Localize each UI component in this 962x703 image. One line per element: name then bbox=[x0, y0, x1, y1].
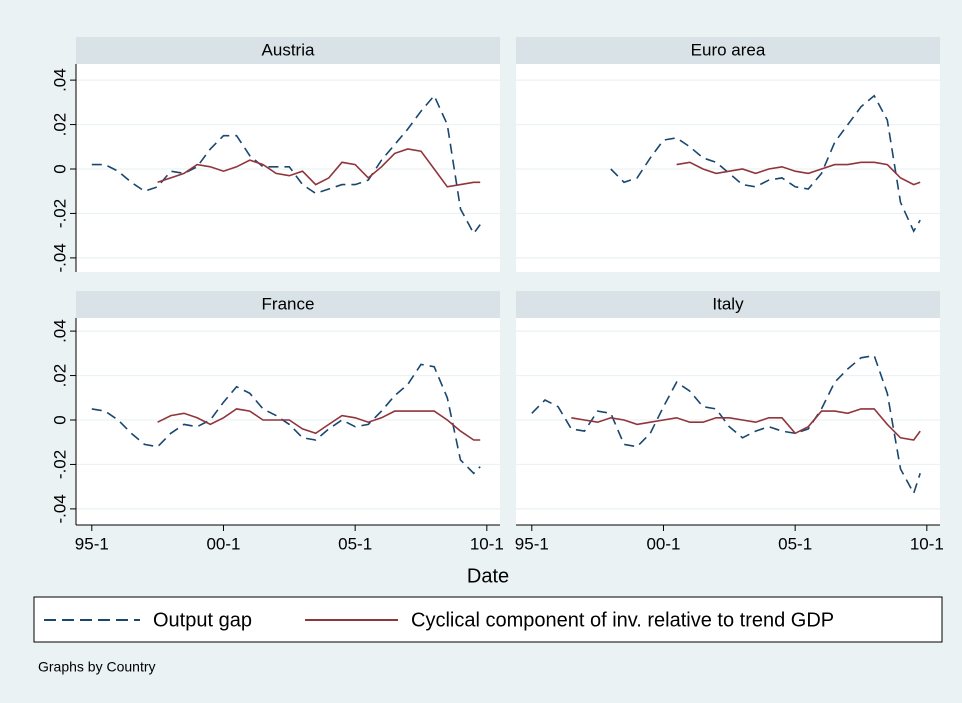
panel-title: Italy bbox=[712, 294, 744, 313]
y-tick-label: .02 bbox=[50, 364, 69, 388]
y-tick-label: -.02 bbox=[50, 199, 69, 228]
series-line bbox=[531, 354, 921, 496]
y-tick-label: -.02 bbox=[50, 450, 69, 479]
plot-area bbox=[516, 64, 940, 272]
y-tick-label: -.04 bbox=[50, 494, 69, 523]
series-line bbox=[157, 408, 481, 441]
series-line bbox=[157, 148, 481, 188]
x-tick-label: 05-1 bbox=[338, 534, 372, 553]
x-tick-label: 95-1 bbox=[515, 534, 549, 553]
x-tick-label: 00-1 bbox=[646, 534, 680, 553]
x-axis-label: Date bbox=[467, 565, 509, 587]
series-line bbox=[91, 94, 481, 235]
y-tick-label: 0 bbox=[50, 415, 69, 424]
x-tick-label: 10-1 bbox=[910, 534, 944, 553]
panel-title: Euro area bbox=[691, 40, 766, 59]
legend-box bbox=[33, 596, 943, 643]
legend-label: Cyclical component of inv. relative to t… bbox=[411, 609, 834, 631]
panel-strip bbox=[516, 291, 940, 318]
panel-strip bbox=[516, 37, 940, 64]
y-tick-label: 0 bbox=[50, 164, 69, 173]
plot-area bbox=[76, 318, 500, 525]
y-tick-label: .02 bbox=[50, 113, 69, 137]
panel-strip bbox=[76, 37, 500, 64]
x-tick-label: 95-1 bbox=[75, 534, 109, 553]
series-line bbox=[91, 363, 481, 475]
plot-area bbox=[516, 318, 940, 525]
note: Graphs by Country bbox=[38, 659, 156, 675]
y-tick-label: .04 bbox=[50, 68, 69, 92]
panel-title: France bbox=[262, 294, 315, 313]
plot-area bbox=[76, 64, 500, 272]
series-line bbox=[610, 94, 921, 233]
y-tick-label: -.04 bbox=[50, 243, 69, 272]
panel-strip bbox=[76, 291, 500, 318]
legend-label: Output gap bbox=[153, 609, 252, 631]
x-tick-label: 10-1 bbox=[470, 534, 504, 553]
panel-title: Austria bbox=[262, 40, 315, 59]
series-line bbox=[571, 408, 921, 441]
x-tick-label: 05-1 bbox=[778, 534, 812, 553]
series-line bbox=[676, 161, 921, 186]
x-tick-label: 00-1 bbox=[206, 534, 240, 553]
y-tick-label: .04 bbox=[50, 319, 69, 343]
